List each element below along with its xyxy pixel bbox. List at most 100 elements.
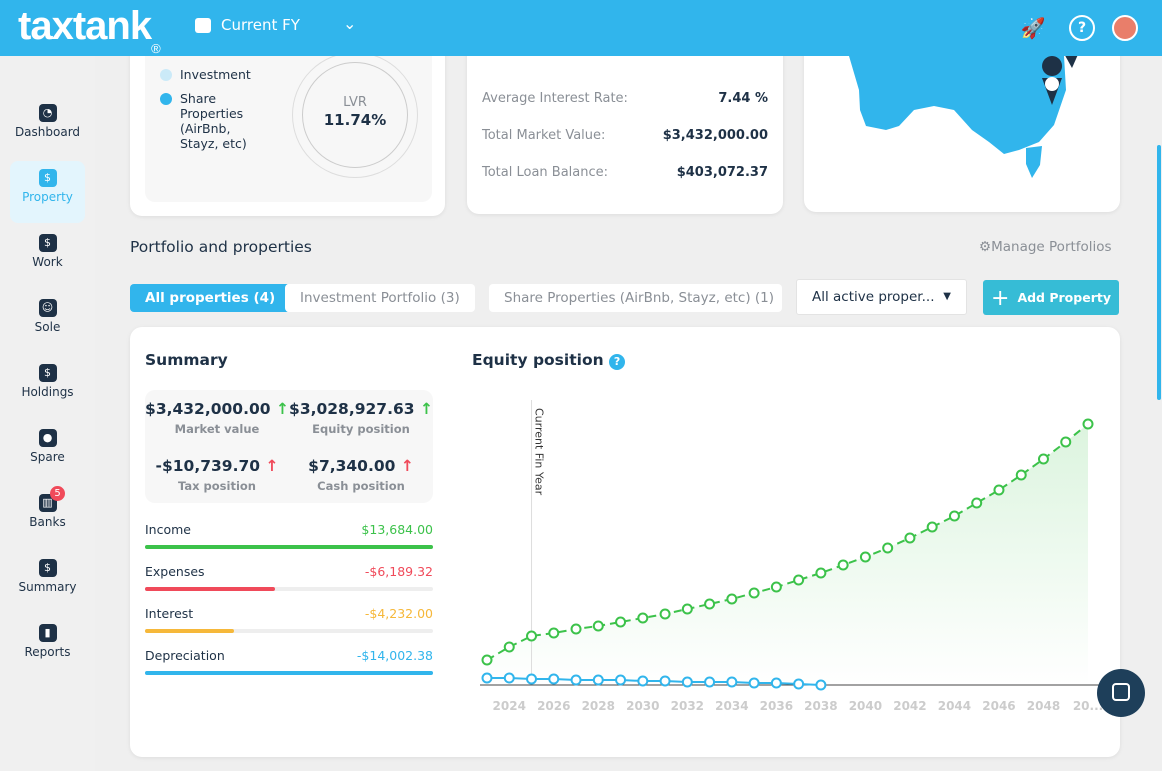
help-icon[interactable]: ? <box>1069 15 1095 41</box>
data-point[interactable] <box>592 674 604 686</box>
data-point[interactable] <box>548 673 560 685</box>
data-point[interactable] <box>637 612 649 624</box>
sidebar-item-reports[interactable]: ▮ Reports <box>10 616 85 678</box>
data-point[interactable] <box>1015 469 1027 481</box>
data-point[interactable] <box>570 623 582 635</box>
data-point[interactable] <box>503 672 515 684</box>
data-point[interactable] <box>481 672 493 684</box>
data-point[interactable] <box>770 677 782 689</box>
sidebar-item-sole[interactable]: ☺ Sole <box>10 291 85 353</box>
logo[interactable]: taxtank® <box>18 4 161 56</box>
data-point[interactable] <box>592 620 604 632</box>
property-filter-select[interactable]: All active proper... ▼ <box>796 279 967 315</box>
data-point[interactable] <box>659 675 671 687</box>
data-point[interactable] <box>882 542 894 554</box>
legend-investment: Investment <box>160 67 251 82</box>
data-point[interactable] <box>770 581 782 593</box>
data-point[interactable] <box>793 678 805 690</box>
notification-badge: 5 <box>50 486 65 501</box>
data-point[interactable] <box>993 484 1005 496</box>
logo-text: taxtank <box>18 4 152 48</box>
filter-value: All active proper... <box>812 289 935 305</box>
progress-track <box>145 545 433 549</box>
chat-button[interactable] <box>1097 669 1145 717</box>
row-label: Total Market Value: <box>482 128 606 143</box>
scrollbar[interactable] <box>1157 145 1161 400</box>
plus-icon: + <box>991 286 1010 311</box>
data-point[interactable] <box>615 674 627 686</box>
bar-label: Expenses <box>145 564 205 579</box>
sidebar-item-label: Reports <box>24 645 71 659</box>
sidebar-item-banks[interactable]: ▥ Banks 5 <box>10 486 85 548</box>
tab-all-properties[interactable]: All properties (4) <box>130 284 291 312</box>
x-tick-label: 2038 <box>804 699 837 713</box>
sidebar-item-work[interactable]: $ Work <box>10 226 85 288</box>
manage-portfolios-link[interactable]: ⚙Manage Portfolios <box>979 239 1112 255</box>
sidebar-item-label: Sole <box>34 320 61 334</box>
data-point[interactable] <box>704 598 716 610</box>
data-point[interactable] <box>1060 436 1072 448</box>
data-point[interactable] <box>793 574 805 586</box>
help-icon[interactable]: ? <box>609 354 626 370</box>
gear-icon: ⚙ <box>979 239 992 255</box>
data-point[interactable] <box>659 608 671 620</box>
map-card[interactable] <box>804 30 1120 212</box>
data-point[interactable] <box>904 532 916 544</box>
data-point[interactable] <box>815 679 827 691</box>
chevron-down-icon[interactable]: ⌄ <box>343 14 357 33</box>
data-point[interactable] <box>1037 453 1049 465</box>
map-pin[interactable] <box>1042 56 1063 105</box>
sidebar-item-property[interactable]: $ Property <box>10 161 85 223</box>
summary-bar-income: Income $13,684.00 <box>145 522 433 549</box>
data-point[interactable] <box>548 627 560 639</box>
sidebar-item-label: Work <box>32 255 63 269</box>
data-point[interactable] <box>615 616 627 628</box>
data-point[interactable] <box>637 675 649 687</box>
data-point[interactable] <box>726 676 738 688</box>
data-point[interactable] <box>681 676 693 688</box>
x-tick-label: 2036 <box>760 699 793 713</box>
lvr-value: 11.74% <box>323 111 387 129</box>
data-point[interactable] <box>1082 418 1094 430</box>
shield-user-icon: ☺ <box>38 299 57 317</box>
data-point[interactable] <box>526 673 538 685</box>
summary-bar-expenses: Expenses -$6,189.32 <box>145 564 433 591</box>
data-point[interactable] <box>704 676 716 688</box>
sidebar-item-label: Dashboard <box>14 125 81 139</box>
data-point[interactable] <box>726 593 738 605</box>
data-point[interactable] <box>570 674 582 686</box>
data-point[interactable] <box>815 567 827 579</box>
fy-selector[interactable]: Current FY <box>195 16 300 34</box>
add-property-button[interactable]: + Add Property <box>983 280 1119 315</box>
data-point[interactable] <box>748 587 760 599</box>
sidebar-item-spare[interactable]: ● Spare <box>10 421 85 483</box>
data-point[interactable] <box>971 497 983 509</box>
data-point[interactable] <box>526 630 538 642</box>
data-point[interactable] <box>948 510 960 522</box>
data-point[interactable] <box>748 677 760 689</box>
data-point[interactable] <box>503 641 515 653</box>
sidebar-item-holdings[interactable]: $ Holdings <box>10 356 85 418</box>
tab-investment-portfolio[interactable]: Investment Portfolio (3) <box>285 284 475 312</box>
lvr-label: LVR <box>343 95 367 110</box>
sidebar-item-summary[interactable]: $ Summary <box>10 551 85 613</box>
chat-icon <box>1112 683 1130 701</box>
tab-share-properties[interactable]: Share Properties (AirBnb, Stayz, etc) (1… <box>489 284 782 312</box>
progress-fill <box>145 545 433 549</box>
data-point[interactable] <box>859 551 871 563</box>
summary-bar-depreciation: Depreciation -$14,002.38 <box>145 648 433 675</box>
bar-label: Depreciation <box>145 648 225 663</box>
sidebar-item-dashboard[interactable]: ◔ Dashboard <box>10 96 85 158</box>
bar-value: $13,684.00 <box>361 522 433 537</box>
bar-value: -$6,189.32 <box>364 564 433 579</box>
data-point[interactable] <box>926 521 938 533</box>
rocket-icon[interactable]: 🚀 <box>1020 16 1046 40</box>
arrow-up-icon: ↑ <box>275 400 289 418</box>
fy-label: Current FY <box>221 16 300 34</box>
data-point[interactable] <box>837 559 849 571</box>
data-point[interactable] <box>481 654 493 666</box>
avatar[interactable] <box>1112 15 1138 41</box>
data-point[interactable] <box>681 603 693 615</box>
row-value: $3,432,000.00 <box>662 128 768 143</box>
x-tick-label: 2030 <box>626 699 659 713</box>
